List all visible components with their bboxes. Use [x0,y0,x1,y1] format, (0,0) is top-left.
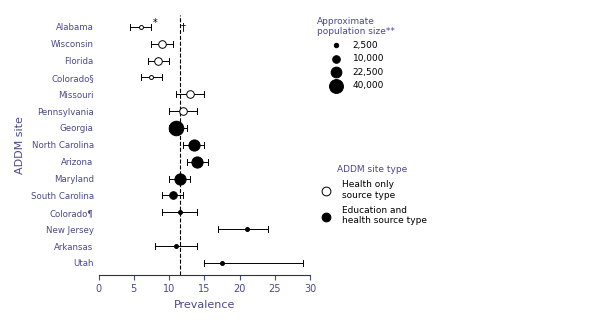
Point [175,210,185,215]
Point [185,92,195,97]
Point [157,41,167,46]
Point [153,58,163,63]
Point [242,227,252,232]
Point [171,243,181,249]
Legend: Health only
source type, Education and
health source type: Health only source type, Education and h… [317,165,427,226]
Point [175,176,185,181]
Text: *: * [153,18,158,28]
Y-axis label: ADDM site: ADDM site [15,116,25,174]
Point [136,24,146,29]
Point [189,142,199,148]
X-axis label: Prevalence: Prevalence [174,300,235,310]
Point [147,75,157,80]
Text: †: † [181,22,186,32]
Point [192,159,202,164]
Point [178,109,188,114]
Point [167,193,177,198]
Point [217,260,227,266]
Point [171,125,181,131]
